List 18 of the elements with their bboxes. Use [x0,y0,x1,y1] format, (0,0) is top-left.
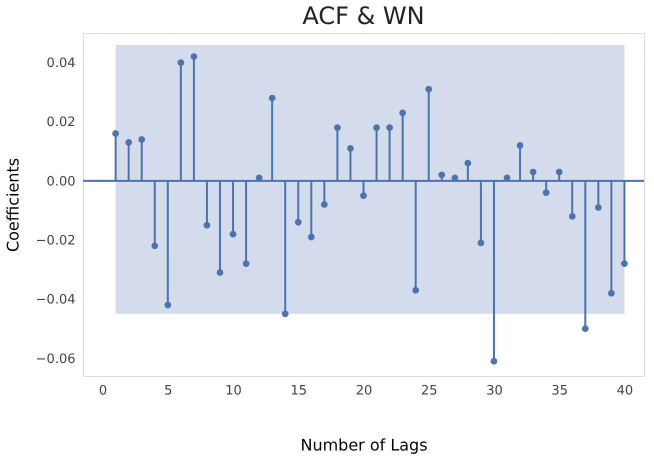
x-axis-title: Number of Lags [300,436,428,454]
x-tick-label: 25 [420,384,438,398]
x-tick-label: 10 [225,384,242,398]
x-tick-label: 35 [551,384,568,398]
y-axis-title: Coefficients [4,158,23,252]
x-tick-label: 0 [98,384,108,398]
y-tick-label: 0.04 [46,56,76,72]
y-tick-label: −0.04 [36,292,76,308]
y-tick-label: −0.02 [36,233,76,248]
x-tick-label: 30 [486,384,503,398]
y-tick-label: 0.02 [46,115,76,130]
y-tick-label: −0.06 [36,352,76,367]
x-tick-label: 40 [616,384,634,398]
chart-title: ACF & WN [302,2,425,30]
x-tick-label: 20 [356,384,372,398]
x-tick-label: 5 [164,384,172,398]
y-tick-label: 0.00 [46,174,76,190]
x-tick-label: 15 [290,384,308,398]
